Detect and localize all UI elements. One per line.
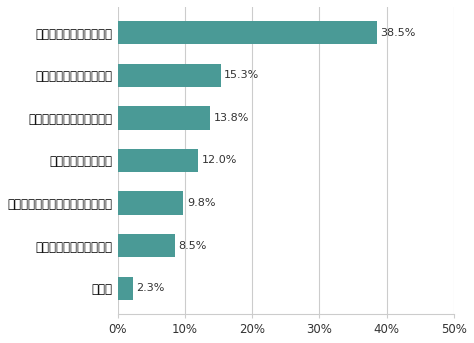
Bar <box>118 106 210 130</box>
Bar <box>118 234 175 258</box>
Text: 9.8%: 9.8% <box>187 198 215 208</box>
Bar <box>118 149 198 172</box>
Text: 8.5%: 8.5% <box>178 241 207 251</box>
Bar <box>118 276 133 300</box>
Text: 12.0%: 12.0% <box>201 155 237 165</box>
Text: 2.3%: 2.3% <box>137 283 165 293</box>
Text: 15.3%: 15.3% <box>224 70 259 80</box>
Bar <box>118 21 377 44</box>
Bar <box>118 63 220 87</box>
Bar <box>118 191 183 215</box>
Text: 38.5%: 38.5% <box>380 28 415 38</box>
Text: 13.8%: 13.8% <box>214 113 249 123</box>
